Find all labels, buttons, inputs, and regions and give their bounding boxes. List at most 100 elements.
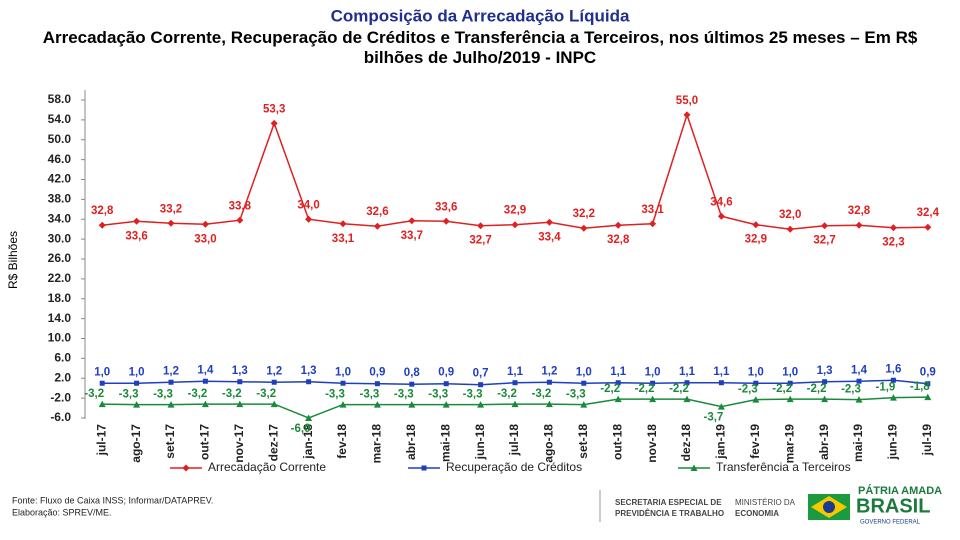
data-label: 33,7 — [401, 230, 423, 242]
data-label: 32,8 — [91, 205, 114, 217]
data-point — [650, 380, 656, 386]
data-label: 1,3 — [232, 365, 248, 377]
data-point — [442, 217, 450, 225]
data-point — [98, 221, 106, 229]
data-label: 32,3 — [882, 237, 904, 249]
data-label: 53,3 — [263, 103, 285, 115]
data-label: -3,2 — [84, 388, 104, 400]
data-label: 1,1 — [610, 366, 627, 378]
data-label: -3,2 — [497, 388, 517, 400]
data-label: 34,0 — [297, 199, 319, 211]
data-point — [545, 400, 553, 408]
data-point — [442, 401, 450, 408]
logo-text: BRASIL — [856, 495, 930, 517]
y-tick-label: 10.0 — [48, 331, 72, 345]
data-point — [787, 380, 793, 386]
y-tick-label: 58.0 — [48, 92, 72, 106]
data-point — [305, 414, 313, 421]
data-label: 1,0 — [782, 366, 798, 378]
data-label: 32,4 — [917, 207, 940, 219]
data-label: 1,0 — [645, 366, 661, 378]
data-point — [511, 221, 519, 229]
data-label: -3,3 — [463, 389, 483, 401]
data-point — [168, 379, 174, 385]
data-point — [545, 218, 553, 226]
logo-text: GOVERNO FEDERAL — [860, 520, 921, 526]
data-label: 33,0 — [194, 233, 216, 245]
data-point — [614, 221, 622, 229]
data-label: 1,1 — [507, 366, 524, 378]
x-tick-label: mai-18 — [438, 424, 452, 462]
footer-credit: Elaboração: SPREV/ME. — [12, 507, 112, 517]
data-label: 1,0 — [576, 366, 592, 378]
data-point — [581, 380, 587, 386]
y-tick-label: 50.0 — [48, 132, 72, 146]
data-label: -3,2 — [256, 388, 276, 400]
y-tick-label: -2.0 — [50, 390, 71, 404]
data-point — [786, 395, 794, 403]
y-tick-label: 34.0 — [48, 211, 72, 225]
x-tick-label: out-17 — [198, 424, 212, 460]
y-tick-label: 42.0 — [48, 172, 72, 186]
data-point — [270, 400, 278, 408]
x-tick-label: jul-19 — [920, 424, 934, 457]
data-label: -2,2 — [635, 383, 655, 395]
data-label: 0,9 — [369, 367, 385, 379]
data-point — [924, 223, 932, 231]
x-tick-label: set-18 — [576, 424, 590, 459]
logo-text: SECRETARIA ESPECIAL DE — [615, 498, 722, 507]
x-tick-label: jul-17 — [94, 424, 108, 457]
data-label: 32,6 — [366, 206, 388, 218]
x-tick-label: jul-18 — [507, 424, 521, 457]
legend-marker — [421, 465, 427, 471]
data-label: 1,0 — [335, 366, 351, 378]
y-tick-label: 38.0 — [48, 192, 72, 206]
data-label: -3,3 — [394, 389, 414, 401]
data-label: 0,7 — [473, 368, 489, 380]
data-point — [511, 400, 519, 408]
data-label: -3,3 — [566, 389, 586, 401]
x-tick-label: ago-17 — [129, 424, 143, 463]
data-point — [855, 221, 863, 229]
y-axis-label: R$ Bilhões — [6, 231, 20, 289]
y-tick-label: -6.0 — [50, 410, 71, 424]
data-label: -1,9 — [875, 382, 895, 394]
data-point — [201, 220, 209, 228]
data-label: -3,2 — [531, 388, 551, 400]
y-tick-label: 30.0 — [48, 231, 72, 245]
data-point — [649, 220, 657, 228]
data-point — [374, 381, 380, 387]
data-label: -2,2 — [669, 383, 689, 395]
data-point — [478, 382, 484, 388]
data-label: -2,2 — [807, 383, 827, 395]
data-point — [855, 396, 863, 403]
data-label: 1,2 — [266, 365, 282, 377]
x-tick-label: out-18 — [610, 424, 624, 460]
data-point — [889, 224, 897, 232]
data-point — [684, 380, 690, 386]
x-tick-label: abr-19 — [817, 424, 831, 460]
data-label: 1,3 — [817, 365, 833, 377]
data-point — [924, 393, 932, 401]
data-point — [925, 381, 931, 387]
y-tick-label: 26.0 — [48, 251, 72, 265]
data-point — [270, 119, 278, 127]
data-label: 32,7 — [813, 235, 835, 247]
data-label: 33,1 — [332, 233, 355, 245]
data-label: 1,0 — [94, 366, 110, 378]
data-label: 32,8 — [848, 205, 871, 217]
data-point — [856, 378, 862, 384]
legend-marker — [182, 464, 190, 472]
data-label: -6,0 — [291, 423, 311, 435]
y-tick-label: 22.0 — [48, 271, 72, 285]
legend-label: Arrecadação Corrente — [208, 460, 326, 474]
series-line — [102, 396, 928, 419]
data-label: 1,3 — [301, 365, 317, 377]
data-label: 32,8 — [607, 234, 630, 246]
data-point — [236, 400, 244, 408]
x-tick-label: dez-18 — [679, 424, 693, 462]
data-label: 32,2 — [573, 208, 595, 220]
data-label: -3,3 — [359, 389, 379, 401]
data-label: 1,6 — [885, 363, 901, 375]
data-label: 33,1 — [641, 204, 664, 216]
